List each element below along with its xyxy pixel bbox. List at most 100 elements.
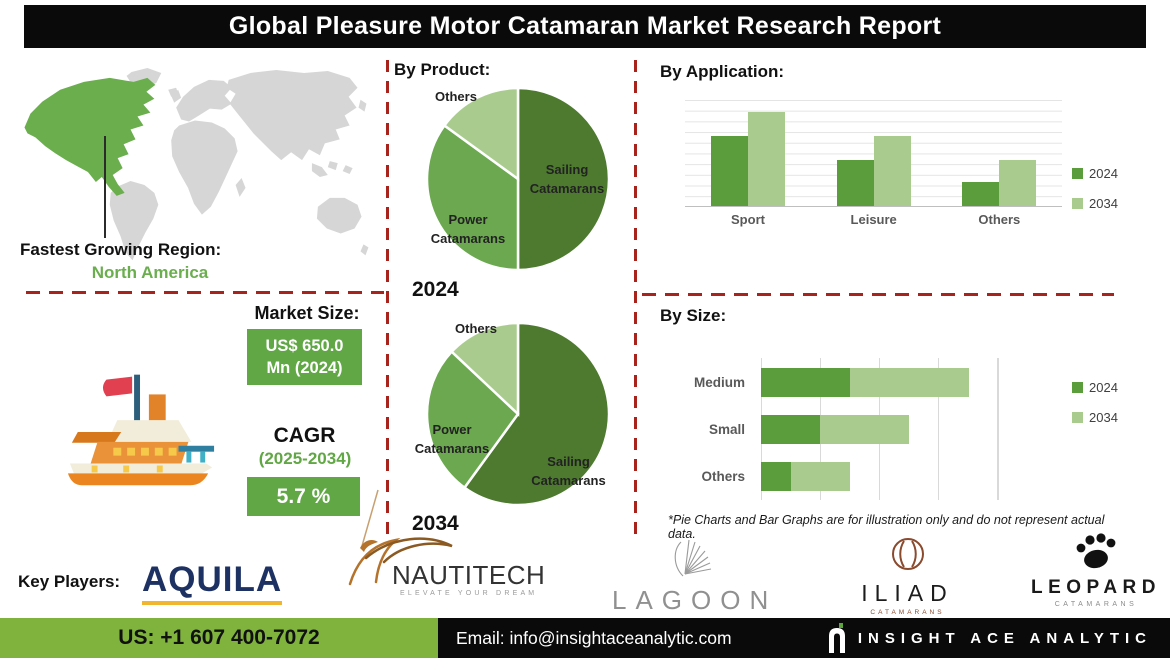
pie-slice-sailing-catamarans bbox=[462, 321, 611, 507]
iliad-tagline: CATAMARANS bbox=[870, 609, 945, 616]
pie-slice-power-catamarans bbox=[425, 123, 520, 272]
category-label-leisure: Leisure bbox=[850, 212, 897, 227]
pie-slice-others bbox=[442, 86, 520, 182]
size-legend-item-2024: 2024 bbox=[1072, 380, 1118, 395]
by-size-heading: By Size: bbox=[660, 306, 727, 325]
pie-2034-power-text: Power Catamarans bbox=[414, 422, 490, 456]
legend-label-2024: 2024 bbox=[1089, 166, 1118, 181]
key-players-label: Key Players: bbox=[18, 572, 121, 591]
pie-2034-year: 2034 bbox=[412, 512, 459, 535]
footer-email: Email: info@insightaceanalytic.com bbox=[456, 627, 732, 648]
footer-phone: US: +1 607 400-7072 bbox=[0, 618, 438, 658]
pie-2024-sailing-label: Sailing Catamarans bbox=[517, 161, 617, 199]
size-legend: 2024 2034 bbox=[1072, 380, 1118, 425]
pie-2034-others-label: Others bbox=[455, 321, 497, 336]
legend-swatch-2034 bbox=[1072, 198, 1083, 209]
horizontal-divider-right bbox=[642, 293, 1114, 296]
pie-2024-others-label: Others bbox=[435, 89, 477, 104]
size-label-medium: Medium bbox=[693, 375, 745, 390]
leopard-paw-icon bbox=[1076, 533, 1116, 569]
chart-footnote: *Pie Charts and Bar Graphs are for illus… bbox=[668, 513, 1105, 541]
iliad-wordmark: ILIAD bbox=[861, 580, 954, 606]
bar-group-sport bbox=[710, 112, 785, 206]
footer-brand: INSIGHT ACE ANALYTIC bbox=[826, 618, 1152, 658]
pie-2034-sailing-text: Sailing Catamarans bbox=[531, 454, 606, 488]
fastest-region-value: North America bbox=[91, 263, 209, 282]
aquila-wordmark: AQUILA bbox=[142, 560, 283, 599]
logo-lagoon: LAGOON bbox=[612, 538, 778, 616]
size-bar-small bbox=[761, 415, 909, 444]
size-legend-label-2024: 2024 bbox=[1089, 380, 1118, 395]
nautitech-tagline: ELEVATE YOUR DREAM bbox=[400, 590, 538, 597]
application-bar-chart: Sport Leisure Others bbox=[685, 100, 1062, 227]
pie-2024-year: 2024 bbox=[412, 278, 459, 301]
size-bar-medium bbox=[761, 368, 969, 397]
size-bar-others bbox=[761, 462, 850, 491]
nautitech-swoosh-icon bbox=[348, 489, 453, 586]
logo-nautitech: NAUTITECH ELEVATE YOUR DREAM bbox=[344, 488, 554, 603]
market-size-value-box: US$ 650.0 Mn (2024) bbox=[247, 329, 362, 385]
catamaran-boat-icon bbox=[67, 374, 215, 486]
horizontal-divider-left bbox=[26, 291, 384, 294]
size-segment-medium-2024 bbox=[761, 368, 850, 397]
category-label-others: Others bbox=[978, 212, 1021, 227]
bar-others-2024 bbox=[962, 182, 1000, 206]
pie-slice-power-catamarans bbox=[425, 349, 520, 490]
map-north-america bbox=[24, 77, 156, 196]
lagoon-wordmark: LAGOON bbox=[612, 585, 778, 615]
by-product-heading: By Product: bbox=[394, 60, 491, 79]
bar-others-2034 bbox=[999, 160, 1037, 206]
size-legend-item-2034: 2034 bbox=[1072, 410, 1118, 425]
nautitech-wordmark: NAUTITECH bbox=[392, 560, 546, 590]
size-segment-medium-2034 bbox=[850, 368, 969, 397]
cagr-period: (2025-2034) bbox=[258, 449, 352, 468]
bar-leisure-2034 bbox=[873, 136, 911, 206]
application-legend: 2024 2034 bbox=[1072, 166, 1118, 211]
bar-group-leisure bbox=[836, 136, 911, 206]
by-application-heading: By Application: bbox=[660, 62, 785, 81]
bar-leisure-2024 bbox=[836, 160, 874, 206]
pie-2034-power-label: Power Catamarans bbox=[396, 421, 508, 459]
size-legend-swatch-2024 bbox=[1072, 382, 1083, 393]
logo-iliad: ILIAD CATAMARANS bbox=[840, 534, 975, 616]
pie-slice-sailing-catamarans bbox=[516, 86, 611, 272]
vertical-divider-left bbox=[386, 60, 389, 538]
pie-2024-power-text: Power Catamarans bbox=[430, 212, 506, 246]
market-size-heading: Market Size: bbox=[254, 303, 360, 323]
pie-2034-sailing-label: Sailing Catamarans bbox=[516, 453, 621, 491]
legend-label-2034: 2034 bbox=[1089, 196, 1118, 211]
legend-item-2034: 2034 bbox=[1072, 196, 1118, 211]
logo-leopard: LEOPARD CATAMARANS bbox=[1022, 532, 1170, 608]
map-pointer-line bbox=[104, 136, 106, 238]
size-legend-swatch-2034 bbox=[1072, 412, 1083, 423]
size-label-small: Small bbox=[708, 422, 745, 437]
cagr-value-box: 5.7 % bbox=[247, 477, 360, 516]
iliad-monogram-icon bbox=[891, 538, 924, 570]
lagoon-palm-icon bbox=[674, 539, 711, 577]
pie-chart-2034 bbox=[425, 321, 611, 507]
bar-sport-2024 bbox=[710, 136, 748, 206]
cagr-label: CAGR bbox=[273, 424, 336, 447]
aquila-underline bbox=[142, 601, 283, 605]
size-segment-small-2024 bbox=[761, 415, 820, 444]
market-size-value-line2: Mn (2024) bbox=[266, 359, 343, 377]
page-title: Global Pleasure Motor Catamaran Market R… bbox=[24, 5, 1146, 48]
size-segment-small-2034 bbox=[820, 415, 909, 444]
legend-item-2024: 2024 bbox=[1072, 166, 1118, 181]
world-map bbox=[24, 67, 369, 261]
bar-group-others bbox=[962, 160, 1037, 206]
insight-ace-logo-icon bbox=[828, 623, 845, 653]
leopard-tagline: CATAMARANS bbox=[1054, 601, 1138, 608]
size-segment-others-2024 bbox=[761, 462, 791, 491]
map-gray-continents bbox=[109, 67, 369, 261]
pie-slice-others bbox=[449, 321, 520, 417]
bar-sport-2034 bbox=[747, 112, 785, 206]
pie-2024-sailing-text: Sailing Catamarans bbox=[529, 162, 605, 196]
footer-bar: US: +1 607 400-7072 Email: info@insighta… bbox=[0, 618, 1170, 658]
market-size-value-line1: US$ 650.0 bbox=[265, 336, 344, 355]
category-label-sport: Sport bbox=[731, 212, 765, 227]
pie-chart-2024 bbox=[425, 86, 611, 272]
pie-2024-power-label: Power Catamarans bbox=[418, 211, 518, 249]
logo-aquila: AQUILA bbox=[142, 560, 283, 605]
